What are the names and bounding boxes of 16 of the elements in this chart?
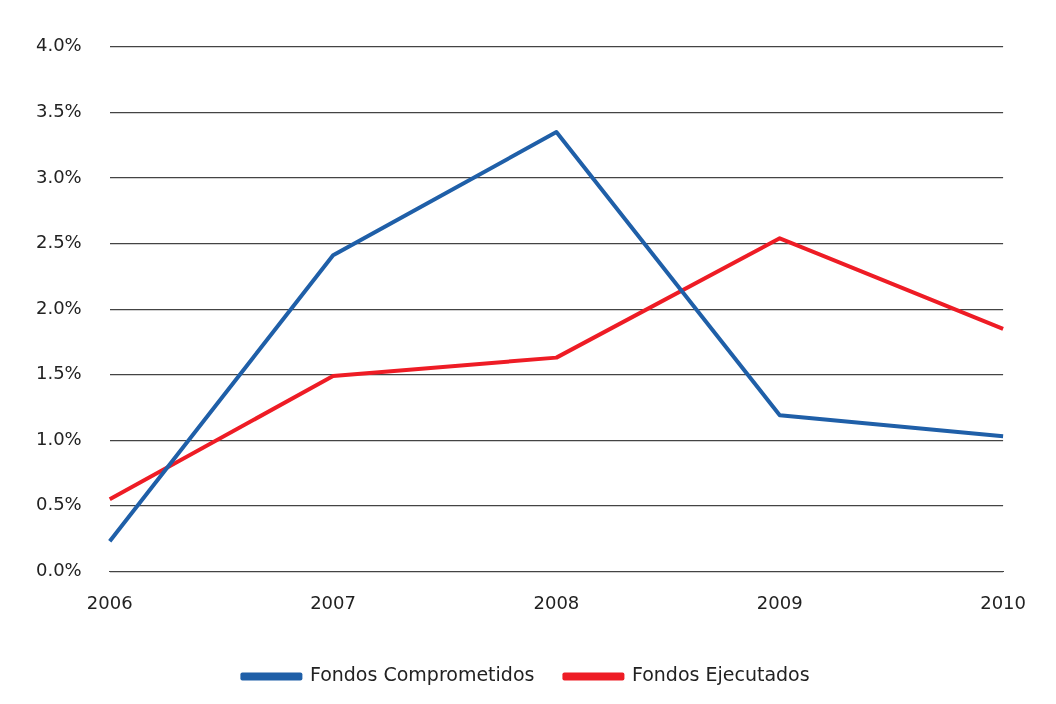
x-tick-label: 2008 — [533, 591, 580, 613]
y-tick-label: 4.0% — [36, 34, 82, 56]
x-tick-label: 2009 — [756, 591, 803, 613]
x-tick-label: 2007 — [310, 591, 356, 613]
x-tick-label: 2006 — [86, 591, 133, 613]
y-tick-label: 1.0% — [36, 427, 82, 449]
y-tick-label: 2.0% — [36, 296, 82, 318]
y-tick-label: 2.5% — [36, 231, 82, 253]
x-tick-label: 2010 — [980, 591, 1026, 613]
y-tick-label: 0.0% — [36, 559, 82, 581]
y-tick-label: 0.5% — [36, 493, 82, 515]
y-tick-label: 3.0% — [36, 165, 82, 187]
legend-label: Fondos Ejecutados — [631, 663, 810, 686]
legend-label: Fondos Comprometidos — [309, 663, 535, 686]
y-tick-label: 3.5% — [36, 100, 82, 122]
y-tick-label: 1.5% — [36, 362, 82, 384]
